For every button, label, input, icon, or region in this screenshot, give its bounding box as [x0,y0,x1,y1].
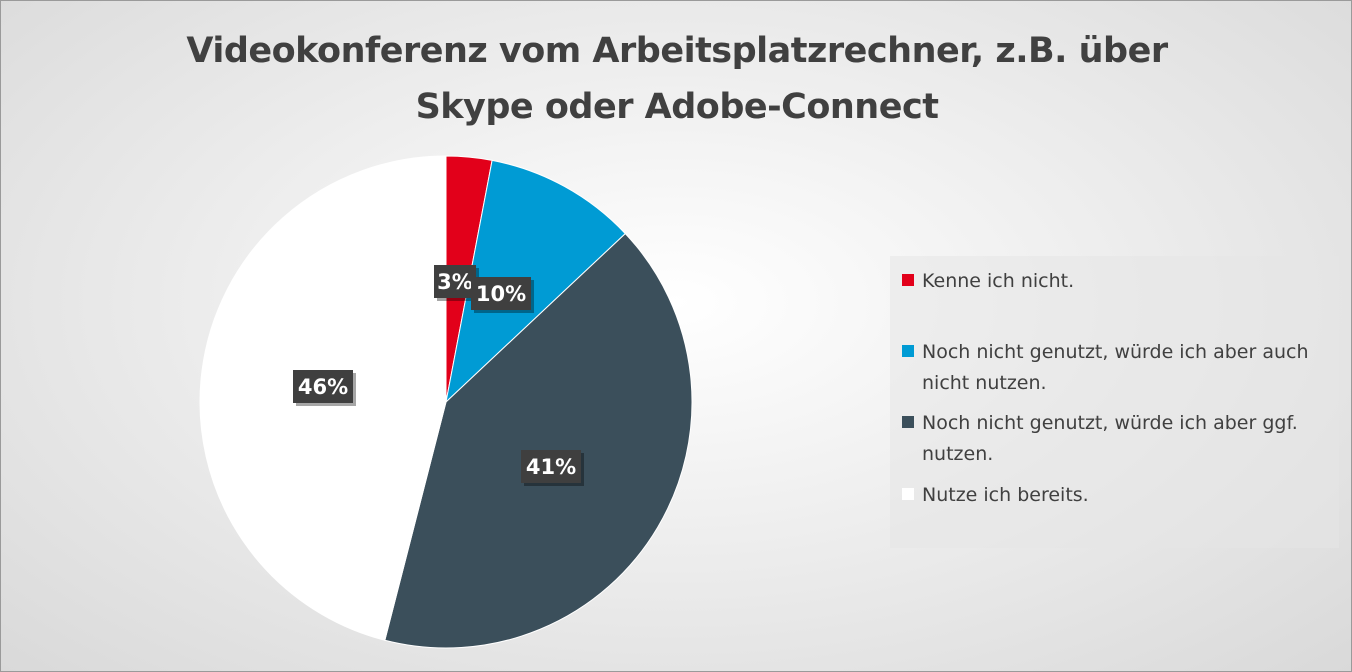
data-label: 46% [293,370,356,406]
legend: Kenne ich nicht. Noch nicht genutzt, wür… [890,256,1339,548]
pie-slice [445,159,627,404]
data-label: 41% [521,450,584,486]
data-label-box [434,265,476,298]
data-label: 10% [471,277,534,313]
legend-swatch [902,274,914,286]
data-label-box [471,277,531,310]
legend-swatch [902,345,914,357]
chart-title-line-2: Skype oder Adobe-Connect [415,87,939,127]
data-label-text: 3% [437,270,473,294]
legend-label: Nutze ich bereits. [922,484,1089,506]
legend-swatch [902,416,914,428]
data-label-text: 10% [476,282,526,306]
data-label-text: 41% [526,455,576,479]
chart-title: Videokonferenz vom Arbeitsplatzrechner, … [1,23,1351,135]
legend-label: Kenne ich nicht. [922,270,1075,292]
legend-label: Noch nicht genutzt, würde ich aber ggf. … [922,412,1298,465]
data-label-box [293,370,353,403]
data-label-box [521,450,581,483]
legend-swatch [902,488,914,500]
chart-title-line-1: Videokonferenz vom Arbeitsplatzrechner, … [186,31,1168,71]
data-label-text: 46% [298,375,348,399]
legend-label: Noch nicht genutzt, würde ich aber auch … [922,341,1309,394]
pie-slice [384,232,693,649]
